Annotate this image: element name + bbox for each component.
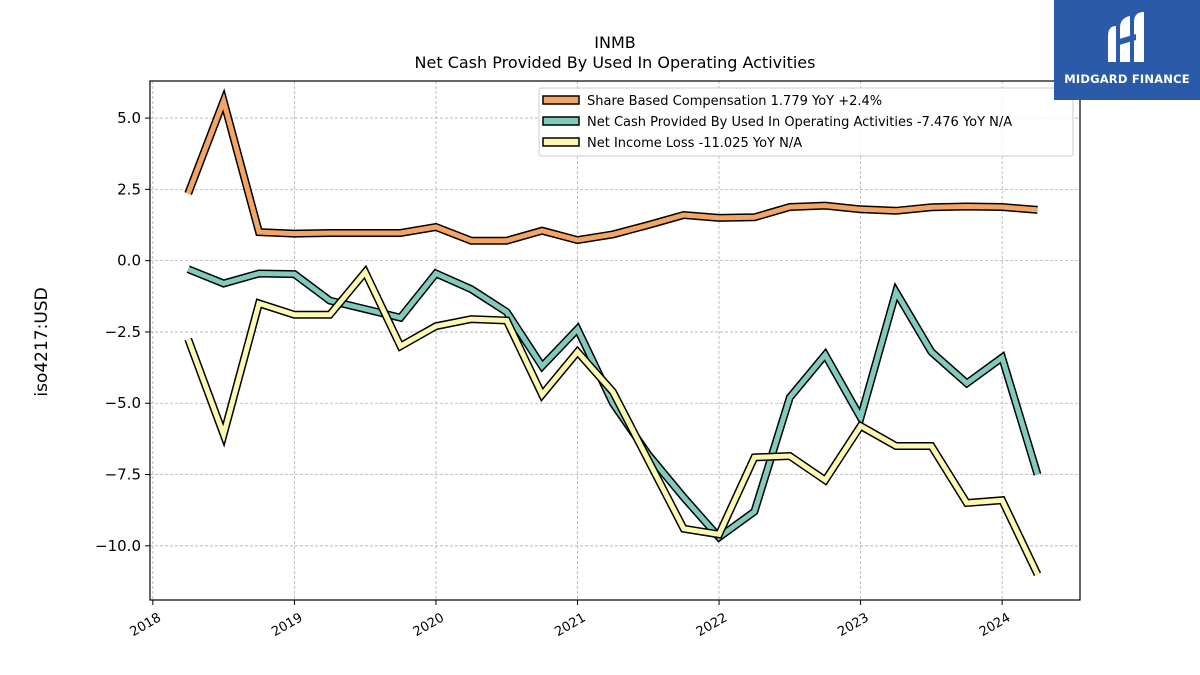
chart-subtitle: Net Cash Provided By Used In Operating A… [415,53,816,72]
legend-swatch [542,95,580,105]
grid [150,81,1080,600]
legend-label: Net Cash Provided By Used In Operating A… [587,115,1012,130]
y-tick-label: 0.0 [117,252,141,270]
legend-swatch [542,137,580,147]
y-axis-label: iso4217:USD [32,287,52,396]
y-tick-label: −2.5 [105,323,141,341]
y-tick-label: −5.0 [105,394,141,412]
brand-logo: MIDGARD FINANCE [1054,0,1200,100]
y-tick-label: 2.5 [117,180,141,198]
midgard-mark-icon [1108,12,1144,62]
series-line [185,267,1040,576]
series-line [187,266,1040,541]
series-line [185,92,1038,244]
y-tick-label: −7.5 [105,466,141,484]
series-lines [184,88,1042,577]
plot-frame [149,80,1081,601]
legend-label: Net Income Loss -11.025 YoY N/A [587,136,802,151]
y-axis: 5.0 2.5 0.0 −2.5 −5.0 −7.5 −10.0 [95,109,150,555]
y-tick-label: −10.0 [95,537,141,555]
legend-label: Share Based Compensation 1.779 YoY +2.4% [587,94,882,109]
y-tick-label: 5.0 [117,109,141,127]
legend-box [538,87,1074,157]
chart-title: INMB [594,33,635,52]
logo-text: MIDGARD FINANCE [1064,72,1190,86]
legend-swatch [542,116,580,126]
legend: Share Based Compensation 1.779 YoY +2.4%… [538,87,1074,157]
